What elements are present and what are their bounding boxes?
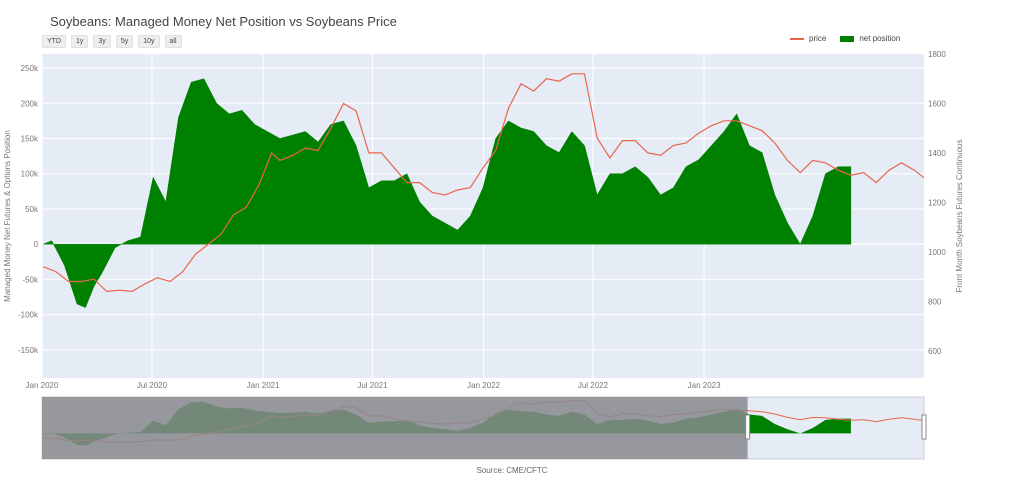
x-tick-label: Jan 2020 <box>26 381 59 390</box>
range-selector: YTD 1y 3y 5y 10y all <box>42 35 182 48</box>
legend: price net position <box>790 34 908 43</box>
y-right-tick-label: 600 <box>928 347 942 356</box>
series-net-position-area <box>43 78 852 308</box>
legend-swatch-price <box>790 37 804 40</box>
y-right-axis-title: Front Month Soybeans Futures Continuous <box>955 140 964 293</box>
legend-item-price[interactable]: price <box>790 34 826 43</box>
x-tick-label: Jan 2023 <box>688 381 721 390</box>
x-tick-label: Jul 2022 <box>578 381 609 390</box>
y-left-tick-label: -50k <box>22 275 39 284</box>
y-right-tick-label: 1200 <box>928 198 946 207</box>
legend-swatch-net-position <box>840 35 855 42</box>
range-slider-mask <box>42 397 748 459</box>
y-left-tick-label: 100k <box>21 170 39 179</box>
range-slider-handle-left[interactable] <box>745 414 751 440</box>
legend-label-net-position: net position <box>859 34 901 43</box>
range-button-3y[interactable]: 3y <box>93 35 111 48</box>
y-left-axis-title: Managed Money Net Futures & Options Posi… <box>3 130 12 302</box>
legend-label-price: price <box>809 34 827 43</box>
y-right-tick-label: 1400 <box>928 149 946 158</box>
y-left-tick-label: 250k <box>21 64 39 73</box>
source-note: Source: CME/CFTC <box>476 466 548 475</box>
y-left-tick-label: 50k <box>25 205 39 214</box>
range-button-10y[interactable]: 10y <box>138 35 160 48</box>
y-left-tick-label: 0 <box>34 240 39 249</box>
range-slider-handle-right[interactable] <box>921 414 927 440</box>
chart-title: Soybeans: Managed Money Net Position vs … <box>50 14 397 29</box>
y-right-tick-label: 1800 <box>928 50 946 59</box>
range-button-1y[interactable]: 1y <box>71 35 89 48</box>
range-button-ytd[interactable]: YTD <box>42 35 66 48</box>
y-left-tick-label: 200k <box>21 99 39 108</box>
x-tick-label: Jul 2020 <box>137 381 168 390</box>
range-button-all[interactable]: all <box>164 35 182 48</box>
series-price-line <box>42 73 925 293</box>
x-tick-label: Jul 2021 <box>357 381 388 390</box>
range-button-5y[interactable]: 5y <box>115 35 134 48</box>
y-left-tick-label: 150k <box>21 135 39 144</box>
legend-item-net-position[interactable]: net position <box>840 34 900 43</box>
x-tick-label: Jan 2021 <box>247 381 280 390</box>
x-tick-label: Jan 2022 <box>467 381 500 390</box>
y-left-tick-label: -150k <box>18 346 39 355</box>
y-right-tick-label: 800 <box>928 297 942 306</box>
y-right-tick-label: 1600 <box>928 99 946 108</box>
y-left-tick-label: -100k <box>18 311 39 320</box>
y-right-tick-label: 1000 <box>928 248 946 257</box>
